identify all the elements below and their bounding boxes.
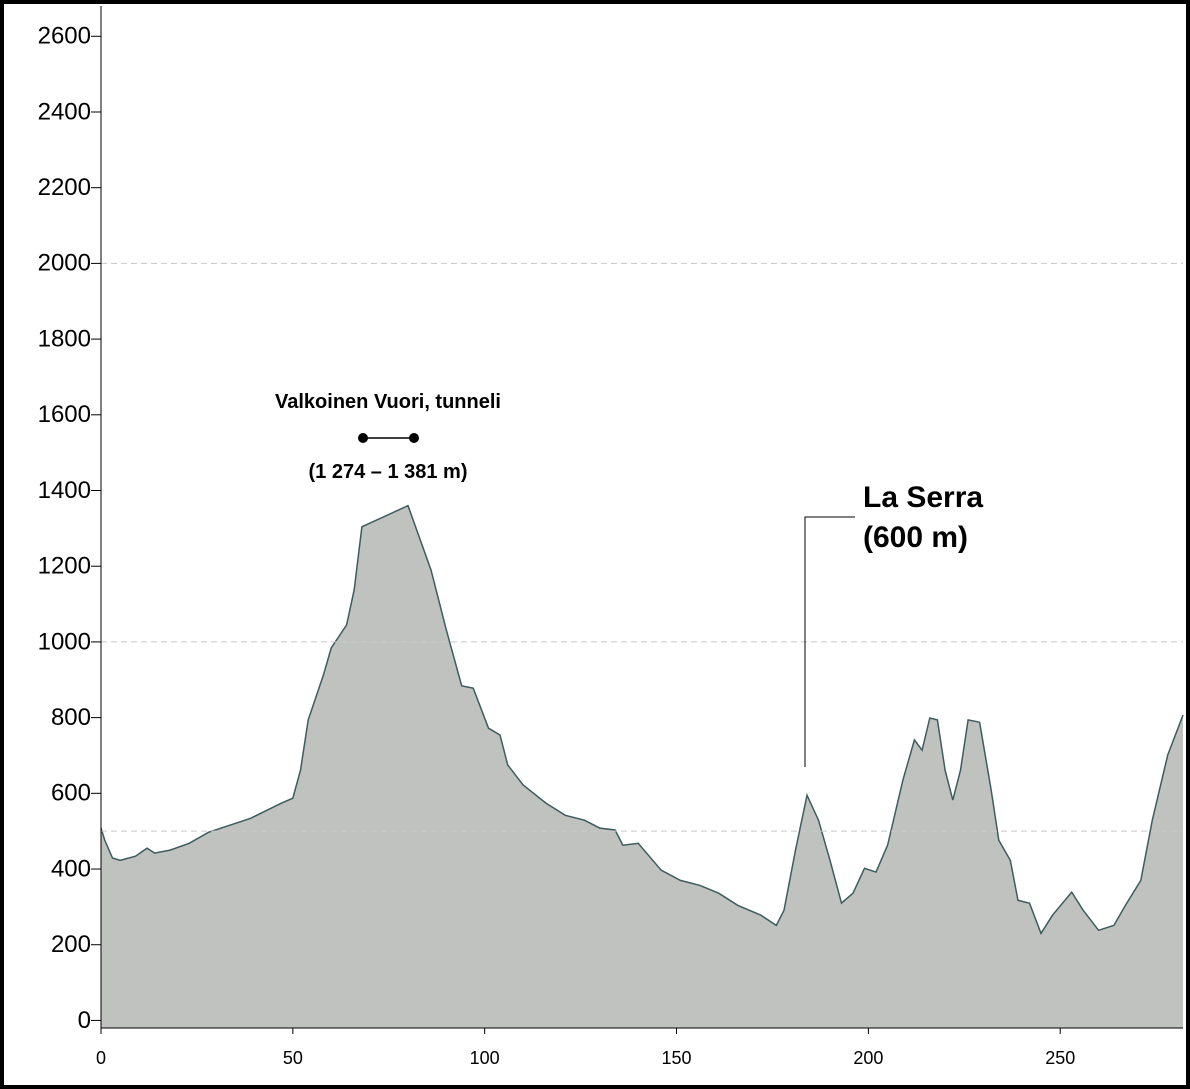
annotation-detail: (1 274 – 1 381 m)	[309, 461, 468, 483]
plot: 0200400600800100012001400160018002000220…	[38, 6, 1184, 1068]
annotation: Valkoinen Vuori, tunneli	[275, 391, 501, 413]
y-tick-label: 600	[51, 780, 91, 807]
x-tick-label: 250	[1045, 1048, 1075, 1068]
tunnel-start	[358, 433, 368, 443]
callout-line	[804, 516, 855, 767]
y-tick-label: 1200	[38, 553, 91, 580]
y-tick-label: 1600	[38, 401, 91, 428]
x-tick-label: 100	[470, 1048, 500, 1068]
y-tick-label: 1000	[38, 628, 91, 655]
y-tick-label: 1400	[38, 477, 91, 504]
elevation-line	[100, 504, 1184, 936]
annotation-detail: (600 m)	[863, 521, 968, 554]
tunnel-end	[409, 433, 419, 443]
y-tick-label: 2600	[38, 23, 91, 50]
x-tick-label: 150	[662, 1048, 692, 1068]
y-tick-label: 400	[51, 855, 91, 882]
elevation-area	[101, 505, 1183, 1029]
y-tick-label: 2000	[38, 250, 91, 277]
y-tick-label: 2200	[38, 174, 91, 201]
annotation: La Serra	[863, 481, 983, 514]
y-tick-label: 2400	[38, 98, 91, 125]
y-tick-label: 0	[78, 1007, 91, 1034]
x-tick-label: 50	[283, 1048, 303, 1068]
x-tick-label: 200	[853, 1048, 883, 1068]
y-tick-label: 800	[51, 704, 91, 731]
x-tick-label: 0	[96, 1048, 106, 1068]
y-tick-label: 200	[51, 931, 91, 958]
y-tick-label: 1800	[38, 325, 91, 352]
